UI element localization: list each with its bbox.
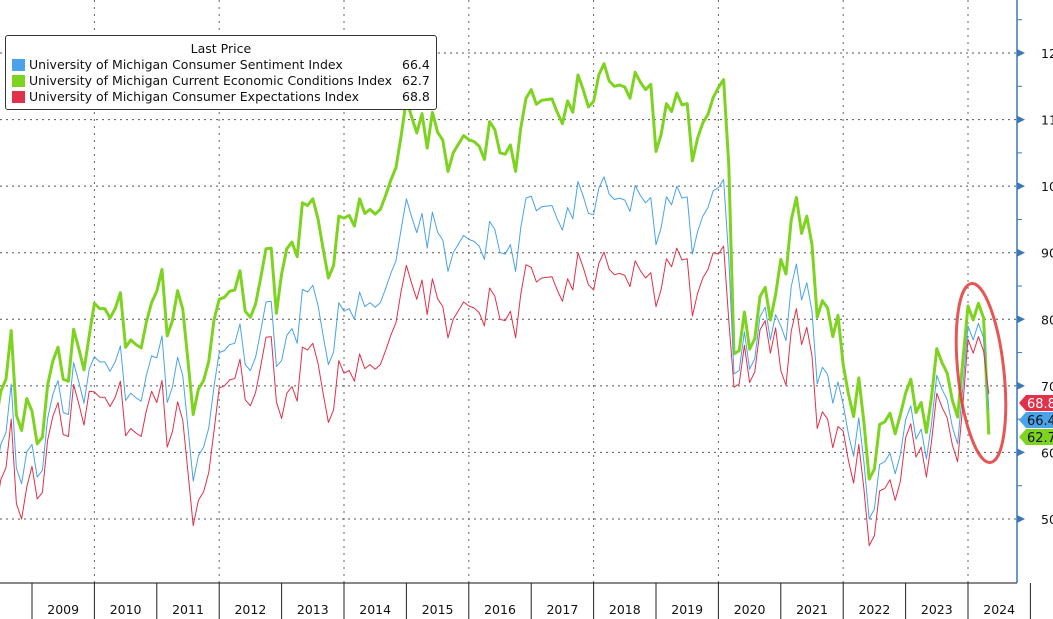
y-tick: [1017, 49, 1025, 58]
legend: Last Price University of Michigan Consum…: [5, 35, 437, 110]
y-tick: [1017, 315, 1025, 324]
legend-label: University of Michigan Consumer Expectat…: [29, 89, 359, 104]
last-value-tag: [1019, 429, 1053, 445]
legend-swatch: [12, 91, 25, 103]
x-tick-label: 2021: [796, 602, 828, 617]
series-line-current-conditions: [0, 62, 991, 481]
last-value-tag: [1019, 412, 1053, 428]
annotation-ellipse: [954, 281, 1008, 465]
legend-label: University of Michigan Consumer Sentimen…: [29, 57, 343, 72]
x-tick-label: 2023: [921, 602, 953, 617]
y-tick-label: 70: [1041, 379, 1053, 394]
legend-swatch: [12, 75, 25, 87]
legend-label: University of Michigan Current Economic …: [29, 73, 393, 88]
y-tick: [1017, 182, 1025, 191]
legend-value: 68.8: [402, 89, 430, 104]
x-tick-label: 2012: [234, 602, 266, 617]
x-tick-label: 2014: [359, 602, 391, 617]
x-tick-label: 2015: [422, 602, 454, 617]
y-tick-label: 90: [1041, 246, 1053, 261]
y-tick-label: 120: [1041, 46, 1053, 61]
x-tick-label: 2019: [671, 602, 703, 617]
legend-value: 66.4: [402, 57, 430, 72]
x-tick-label: 2018: [609, 602, 641, 617]
series-line-sentiment: [0, 176, 990, 520]
y-tick-label: 60: [1041, 445, 1053, 460]
y-tick: [1017, 448, 1025, 457]
x-tick-label: 2022: [858, 602, 890, 617]
last-value-label: 62.7: [1027, 431, 1053, 446]
y-tick: [1017, 381, 1025, 390]
legend-item-current: University of Michigan Current Economic …: [12, 73, 430, 89]
y-tick: [1017, 515, 1025, 523]
legend-item-sentiment: University of Michigan Consumer Sentimen…: [12, 57, 430, 73]
series-line-expectations: [0, 245, 990, 547]
last-value-label: 66.4: [1027, 414, 1053, 429]
last-value-label: 68.8: [1027, 397, 1053, 412]
x-tick-label: 2024: [983, 602, 1015, 617]
x-tick-label: 2010: [110, 602, 142, 617]
x-tick-label: 2020: [734, 602, 766, 617]
y-tick: [1017, 115, 1025, 124]
x-tick-label: 2013: [297, 602, 329, 617]
y-tick-label: 80: [1041, 312, 1053, 327]
x-tick-label: 2016: [484, 602, 516, 617]
x-tick-label: 2009: [47, 602, 79, 617]
y-tick-label: 100: [1041, 179, 1053, 194]
x-tick-label: 2011: [172, 602, 204, 617]
legend-swatch: [12, 59, 25, 71]
y-tick: [1017, 248, 1025, 257]
last-value-tag: [1019, 395, 1053, 411]
x-tick-label: 2017: [546, 602, 578, 617]
y-tick-label: 50: [1041, 512, 1053, 527]
y-tick-label: 110: [1041, 113, 1053, 128]
legend-value: 62.7: [402, 73, 430, 88]
legend-title: Last Price: [190, 41, 252, 56]
legend-item-expectations: University of Michigan Consumer Expectat…: [12, 89, 430, 105]
